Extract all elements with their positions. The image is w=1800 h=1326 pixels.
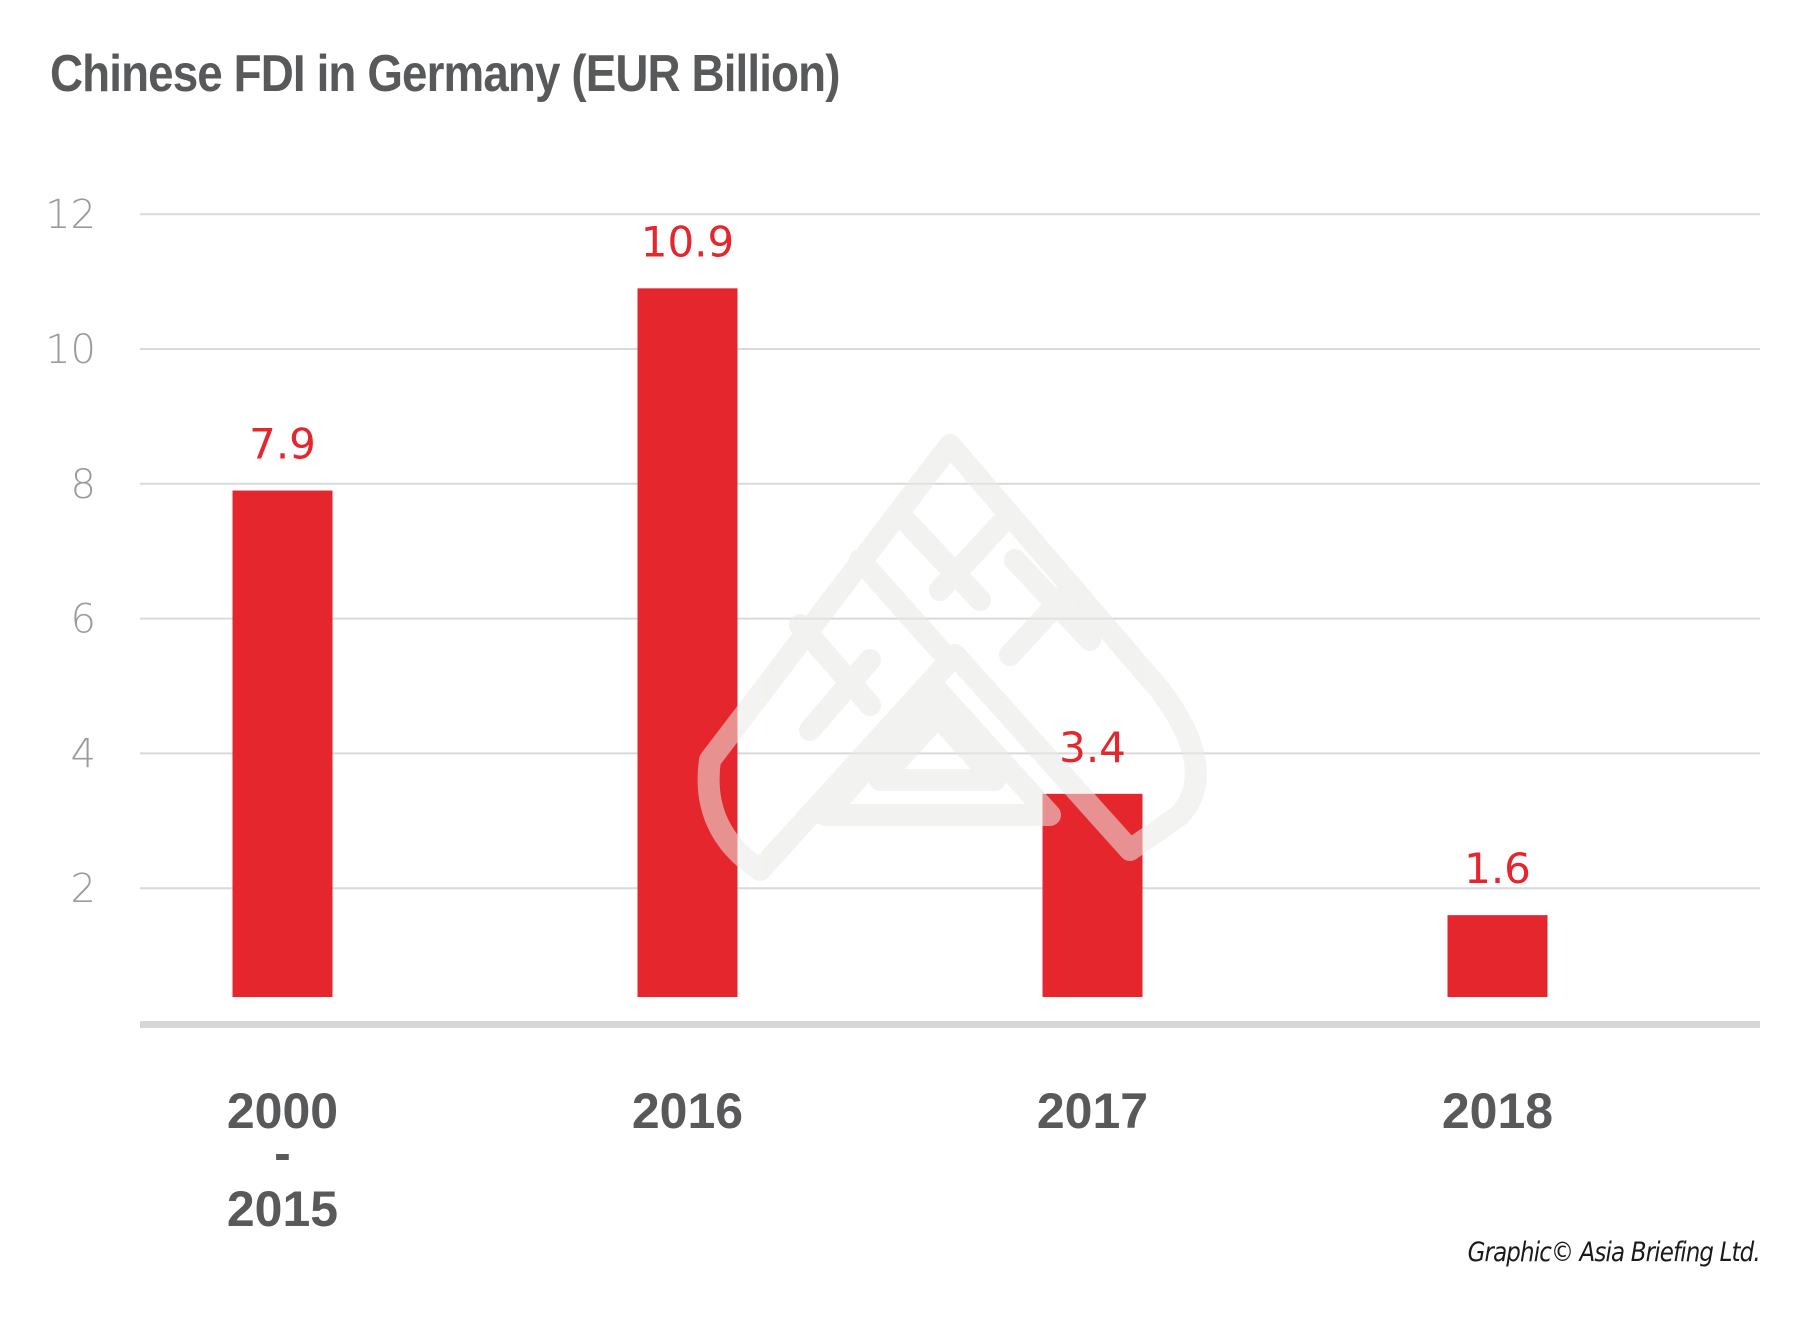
chart-title: Chinese FDI in Germany (EUR Billion) bbox=[50, 45, 840, 103]
data-labels: 7.9 10.9 3.4 1.6 bbox=[249, 217, 1531, 893]
y-tick-label: 12 bbox=[45, 192, 96, 238]
x-tick-label: 2016 bbox=[632, 1083, 743, 1139]
x-tick-label: 2000 -2015 bbox=[227, 1083, 338, 1237]
y-tick-label: 8 bbox=[71, 462, 96, 508]
bars bbox=[232, 288, 1548, 998]
x-tick-label: 2018 bbox=[1442, 1083, 1553, 1139]
y-tick-label: 4 bbox=[71, 731, 96, 777]
gridlines bbox=[140, 213, 1760, 890]
data-label: 10.9 bbox=[641, 217, 735, 266]
y-tick-label: 2 bbox=[71, 866, 96, 912]
data-label: 1.6 bbox=[1464, 844, 1531, 893]
graphic-credit: Graphic© Asia Briefing Ltd. bbox=[1467, 1237, 1761, 1268]
y-tick-label: 6 bbox=[71, 597, 96, 643]
x-axis-ticks: 2000 -2015 2016 2017 2018 bbox=[227, 1083, 1553, 1237]
x-axis bbox=[140, 1021, 1760, 1028]
bar bbox=[637, 288, 738, 998]
asia-briefing-logo-icon bbox=[697, 434, 1207, 881]
data-label: 7.9 bbox=[249, 420, 316, 469]
y-tick-label: 10 bbox=[45, 327, 96, 373]
y-axis-ticks: 2 4 6 8 10 12 bbox=[45, 192, 96, 912]
bar bbox=[232, 490, 333, 997]
data-label: 3.4 bbox=[1059, 723, 1126, 772]
bar bbox=[1042, 793, 1143, 997]
x-axis-line bbox=[140, 1021, 1760, 1028]
x-tick-label: 2017 bbox=[1037, 1083, 1148, 1139]
bar bbox=[1447, 915, 1548, 997]
